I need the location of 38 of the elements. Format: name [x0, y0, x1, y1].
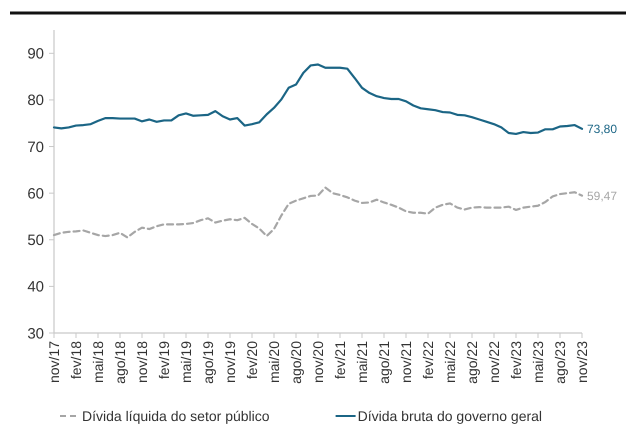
- x-tick-label: fev/22: [420, 340, 436, 380]
- x-tick-label: nov/20: [310, 340, 326, 384]
- x-tick-label: ago/18: [112, 340, 128, 384]
- x-tick-label: nov/19: [222, 340, 238, 384]
- x-tick-label: nov/17: [46, 340, 62, 384]
- legend-label: Dívida líquida do setor público: [82, 408, 270, 424]
- x-tick-label: fev/21: [332, 340, 348, 380]
- legend-label: Dívida bruta do governo geral: [358, 408, 542, 424]
- line-series: [52, 186, 584, 239]
- x-tick-label: ago/22: [464, 340, 480, 384]
- x-tick-label: ago/23: [552, 340, 568, 384]
- x-tick-label: mai/22: [442, 340, 458, 384]
- x-tick-label: ago/21: [376, 340, 392, 384]
- x-tick-label: ago/20: [288, 340, 304, 384]
- data-label: 73,80: [587, 122, 618, 136]
- x-tick-label: fev/19: [156, 340, 172, 380]
- x-tick-label: fev/18: [68, 340, 84, 380]
- x-tick-label: mai/21: [354, 340, 370, 384]
- line-series: [52, 63, 584, 136]
- x-tick-label: mai/19: [178, 340, 194, 384]
- x-tick-label: fev/23: [508, 340, 524, 380]
- x-tick-label: mai/18: [90, 340, 106, 384]
- y-tick-label: 60: [27, 185, 44, 202]
- x-tick-label: nov/22: [486, 340, 502, 384]
- data-label: 59,47: [587, 188, 618, 203]
- y-tick-label: 90: [27, 46, 44, 63]
- y-tick-label: 50: [27, 232, 44, 250]
- y-tick-label: 80: [27, 92, 44, 110]
- x-tick-label: nov/23: [574, 340, 590, 384]
- y-tick-label: 30: [27, 325, 44, 342]
- x-tick-label: nov/21: [398, 340, 414, 384]
- x-tick-label: fev/20: [244, 340, 260, 380]
- y-tick-label: 70: [27, 138, 44, 156]
- x-tick-label: mai/20: [266, 340, 282, 384]
- y-tick-label: 40: [27, 278, 44, 296]
- x-tick-label: mai/23: [530, 340, 546, 384]
- x-tick-label: ago/19: [200, 340, 216, 384]
- x-tick-label: nov/18: [134, 340, 150, 384]
